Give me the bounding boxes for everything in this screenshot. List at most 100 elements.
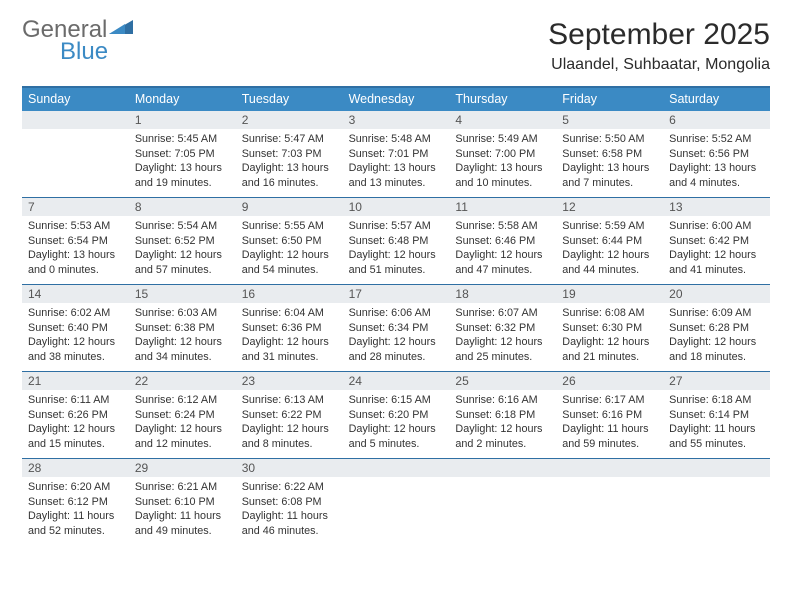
sunset-line: Sunset: 6:20 PM xyxy=(349,408,444,423)
daylight-line: Daylight: 12 hours and 21 minutes. xyxy=(562,335,657,364)
day-number: 2 xyxy=(242,113,249,127)
sunrise-line: Sunrise: 6:12 AM xyxy=(135,393,230,408)
page-header: General Blue September 2025 Ulaandel, Su… xyxy=(22,18,770,74)
sunrise-line: Sunrise: 6:20 AM xyxy=(28,480,123,495)
calendar-week: 14Sunrise: 6:02 AMSunset: 6:40 PMDayligh… xyxy=(22,284,770,371)
sunrise-line: Sunrise: 6:07 AM xyxy=(455,306,550,321)
sunset-line: Sunset: 6:16 PM xyxy=(562,408,657,423)
daynum-row: 4 xyxy=(449,111,556,129)
day-number: 16 xyxy=(242,287,255,301)
daylight-line: Daylight: 12 hours and 15 minutes. xyxy=(28,422,123,451)
daylight-line: Daylight: 13 hours and 4 minutes. xyxy=(669,161,764,190)
calendar-week: 28Sunrise: 6:20 AMSunset: 6:12 PMDayligh… xyxy=(22,458,770,545)
cell-details: Sunrise: 5:55 AMSunset: 6:50 PMDaylight:… xyxy=(242,219,337,277)
calendar-cell: 14Sunrise: 6:02 AMSunset: 6:40 PMDayligh… xyxy=(22,285,129,371)
calendar-week: 21Sunrise: 6:11 AMSunset: 6:26 PMDayligh… xyxy=(22,371,770,458)
day-number: 29 xyxy=(135,461,148,475)
day-number: 18 xyxy=(455,287,468,301)
day-number: 23 xyxy=(242,374,255,388)
cell-details: Sunrise: 6:18 AMSunset: 6:14 PMDaylight:… xyxy=(669,393,764,451)
sunrise-line: Sunrise: 6:09 AM xyxy=(669,306,764,321)
cell-details: Sunrise: 6:03 AMSunset: 6:38 PMDaylight:… xyxy=(135,306,230,364)
cell-details: Sunrise: 6:12 AMSunset: 6:24 PMDaylight:… xyxy=(135,393,230,451)
sunrise-line: Sunrise: 6:04 AM xyxy=(242,306,337,321)
day-number: 25 xyxy=(455,374,468,388)
day-header: Thursday xyxy=(449,88,556,111)
calendar: SundayMondayTuesdayWednesdayThursdayFrid… xyxy=(22,86,770,545)
daynum-row: 17 xyxy=(343,285,450,303)
calendar-cell: 17 Sunrise: 6:06 AMSunset: 6:34 PMDayligh… xyxy=(343,285,450,371)
daynum-row: 12 xyxy=(556,198,663,216)
daylight-line: Daylight: 11 hours and 49 minutes. xyxy=(135,509,230,538)
calendar-cell: 9 Sunrise: 5:55 AMSunset: 6:50 PMDaylight… xyxy=(236,198,343,284)
calendar-cell: 30 Sunrise: 6:22 AMSunset: 6:08 PMDayligh… xyxy=(236,459,343,545)
sunset-line: Sunset: 6:30 PM xyxy=(562,321,657,336)
day-number: 19 xyxy=(562,287,575,301)
daylight-line: Daylight: 12 hours and 44 minutes. xyxy=(562,248,657,277)
sunset-line: Sunset: 6:24 PM xyxy=(135,408,230,423)
calendar-cell: 22 Sunrise: 6:12 AMSunset: 6:24 PMDayligh… xyxy=(129,372,236,458)
cell-details: Sunrise: 5:53 AMSunset: 6:54 PMDaylight:… xyxy=(28,219,123,277)
calendar-cell: 21Sunrise: 6:11 AMSunset: 6:26 PMDayligh… xyxy=(22,372,129,458)
day-number: 22 xyxy=(135,374,148,388)
sunrise-line: Sunrise: 5:50 AM xyxy=(562,132,657,147)
day-number: 14 xyxy=(28,287,41,301)
cell-details: Sunrise: 6:06 AMSunset: 6:34 PMDaylight:… xyxy=(349,306,444,364)
daynum-row: 6 xyxy=(663,111,770,129)
title-block: September 2025 Ulaandel, Suhbaatar, Mong… xyxy=(548,18,770,74)
daynum-row: 9 xyxy=(236,198,343,216)
calendar-cell: 7Sunrise: 5:53 AMSunset: 6:54 PMDaylight… xyxy=(22,198,129,284)
daynum-row: 1 xyxy=(129,111,236,129)
calendar-cell: 8Sunrise: 5:54 AMSunset: 6:52 PMDaylight… xyxy=(129,198,236,284)
daylight-line: Daylight: 12 hours and 8 minutes. xyxy=(242,422,337,451)
daylight-line: Daylight: 12 hours and 25 minutes. xyxy=(455,335,550,364)
daynum-row: 23 xyxy=(236,372,343,390)
calendar-cell: 4 Sunrise: 5:49 AMSunset: 7:00 PMDaylight… xyxy=(449,111,556,197)
sunset-line: Sunset: 6:10 PM xyxy=(135,495,230,510)
day-header: Sunday xyxy=(22,88,129,111)
cell-details: Sunrise: 6:13 AMSunset: 6:22 PMDaylight:… xyxy=(242,393,337,451)
cell-details: Sunrise: 6:22 AMSunset: 6:08 PMDaylight:… xyxy=(242,480,337,538)
day-number: 30 xyxy=(242,461,255,475)
sunrise-line: Sunrise: 5:54 AM xyxy=(135,219,230,234)
daylight-line: Daylight: 12 hours and 47 minutes. xyxy=(455,248,550,277)
sunset-line: Sunset: 6:54 PM xyxy=(28,234,123,249)
daylight-line: Daylight: 11 hours and 59 minutes. xyxy=(562,422,657,451)
daynum-row: 5 xyxy=(556,111,663,129)
daylight-line: Daylight: 12 hours and 12 minutes. xyxy=(135,422,230,451)
cell-details: Sunrise: 5:49 AMSunset: 7:00 PMDaylight:… xyxy=(455,132,550,190)
cell-details: Sunrise: 6:07 AMSunset: 6:32 PMDaylight:… xyxy=(455,306,550,364)
logo-triangle-icon xyxy=(109,18,135,40)
day-number: 11 xyxy=(455,200,467,214)
day-header: Friday xyxy=(556,88,663,111)
daylight-line: Daylight: 13 hours and 19 minutes. xyxy=(135,161,230,190)
sunrise-line: Sunrise: 5:53 AM xyxy=(28,219,123,234)
cell-details: Sunrise: 6:17 AMSunset: 6:16 PMDaylight:… xyxy=(562,393,657,451)
daynum-row: 29 xyxy=(129,459,236,477)
day-number: 28 xyxy=(28,461,41,475)
cell-details: Sunrise: 5:47 AMSunset: 7:03 PMDaylight:… xyxy=(242,132,337,190)
cell-details: Sunrise: 6:04 AMSunset: 6:36 PMDaylight:… xyxy=(242,306,337,364)
calendar-cell: 2 Sunrise: 5:47 AMSunset: 7:03 PMDaylight… xyxy=(236,111,343,197)
daynum-row: 24 xyxy=(343,372,450,390)
day-number: 4 xyxy=(455,113,462,127)
sunset-line: Sunset: 6:22 PM xyxy=(242,408,337,423)
daynum-row: 19 xyxy=(556,285,663,303)
calendar-cell: 24Sunrise: 6:15 AMSunset: 6:20 PMDayligh… xyxy=(343,372,450,458)
day-number: 17 xyxy=(349,287,362,301)
daylight-line: Daylight: 13 hours and 13 minutes. xyxy=(349,161,444,190)
month-title: September 2025 xyxy=(548,18,770,52)
calendar-cell xyxy=(663,459,770,545)
sunset-line: Sunset: 6:08 PM xyxy=(242,495,337,510)
day-header: Tuesday xyxy=(236,88,343,111)
daynum-row: 11 xyxy=(449,198,556,216)
calendar-cell: 1Sunrise: 5:45 AMSunset: 7:05 PMDaylight… xyxy=(129,111,236,197)
sunset-line: Sunset: 7:03 PM xyxy=(242,147,337,162)
sunset-line: Sunset: 6:14 PM xyxy=(669,408,764,423)
daynum-row: 22 xyxy=(129,372,236,390)
daynum-row: 14 xyxy=(22,285,129,303)
sunset-line: Sunset: 6:44 PM xyxy=(562,234,657,249)
daylight-line: Daylight: 11 hours and 52 minutes. xyxy=(28,509,123,538)
day-number: 24 xyxy=(349,374,362,388)
cell-details: Sunrise: 5:52 AMSunset: 6:56 PMDaylight:… xyxy=(669,132,764,190)
